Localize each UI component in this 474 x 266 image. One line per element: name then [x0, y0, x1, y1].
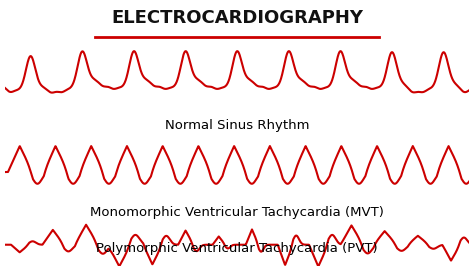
Text: ELECTROCARDIOGRAPHY: ELECTROCARDIOGRAPHY	[111, 9, 363, 27]
Text: Monomorphic Ventricular Tachycardia (MVT): Monomorphic Ventricular Tachycardia (MVT…	[90, 206, 384, 219]
Text: Polymorphic Ventricular Tachycardia (PVT): Polymorphic Ventricular Tachycardia (PVT…	[96, 242, 378, 255]
Text: Normal Sinus Rhythm: Normal Sinus Rhythm	[165, 119, 309, 131]
